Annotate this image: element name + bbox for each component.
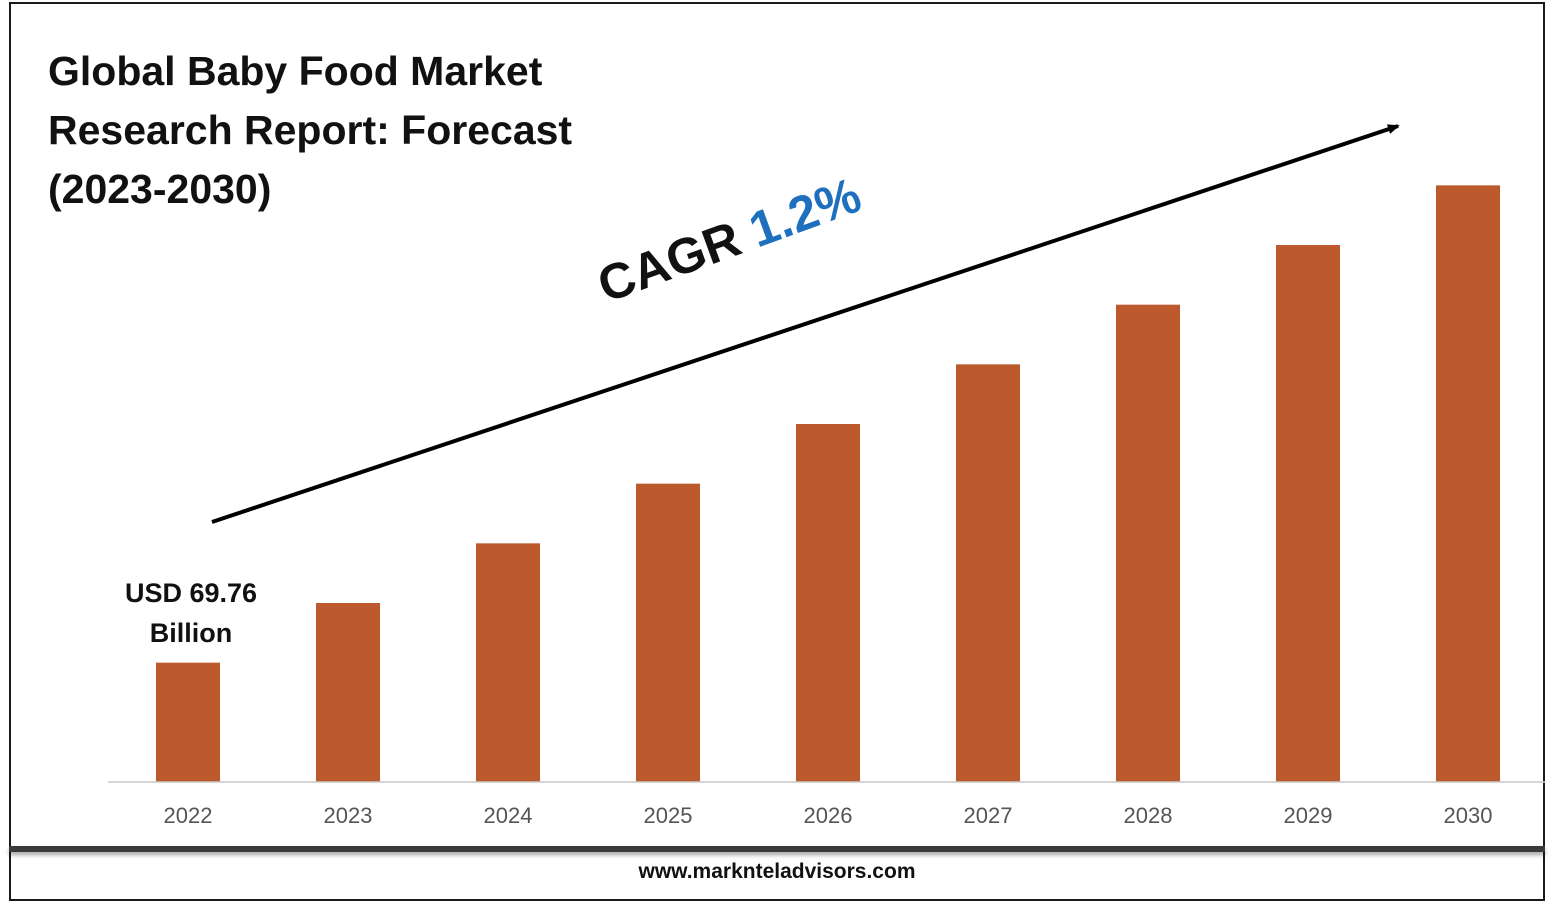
footer-divider bbox=[9, 846, 1545, 852]
bar-series bbox=[156, 185, 1500, 783]
title-line-3: (2023-2030) bbox=[48, 166, 272, 212]
bar-2022 bbox=[156, 662, 220, 782]
x-tick-2023: 2023 bbox=[324, 803, 373, 828]
x-tick-2024: 2024 bbox=[484, 803, 533, 828]
x-tick-2027: 2027 bbox=[964, 803, 1013, 828]
bar-2029 bbox=[1276, 245, 1340, 782]
x-tick-2029: 2029 bbox=[1284, 803, 1333, 828]
x-tick-2025: 2025 bbox=[644, 803, 693, 828]
x-tick-labels: 2022 2023 2024 2025 2026 2027 2028 2029 2030 bbox=[164, 803, 1493, 828]
bar-2024 bbox=[476, 543, 540, 782]
trend-arrow bbox=[211, 124, 1400, 524]
bar-2026 bbox=[796, 424, 860, 782]
chart-title: Global Baby Food Market Research Report:… bbox=[48, 42, 572, 219]
x-tick-2030: 2030 bbox=[1444, 803, 1493, 828]
bar-2028 bbox=[1116, 304, 1180, 782]
start-value-amount: USD 69.76 bbox=[124, 578, 258, 608]
x-tick-2026: 2026 bbox=[804, 803, 853, 828]
start-value-unit: Billion bbox=[149, 618, 233, 648]
x-tick-2022: 2022 bbox=[164, 803, 213, 828]
x-tick-2028: 2028 bbox=[1124, 803, 1173, 828]
bar-2030 bbox=[1436, 185, 1500, 783]
bar-2023 bbox=[316, 603, 380, 782]
bar-2027 bbox=[956, 364, 1020, 782]
footer-website: www.marknteladvisors.com bbox=[638, 860, 916, 883]
bar-2025 bbox=[636, 483, 700, 782]
title-line-2: Research Report: Forecast bbox=[48, 107, 573, 153]
start-value-label: USD 69.76 Billion bbox=[100, 573, 282, 653]
title-line-1: Global Baby Food Market bbox=[48, 48, 543, 94]
